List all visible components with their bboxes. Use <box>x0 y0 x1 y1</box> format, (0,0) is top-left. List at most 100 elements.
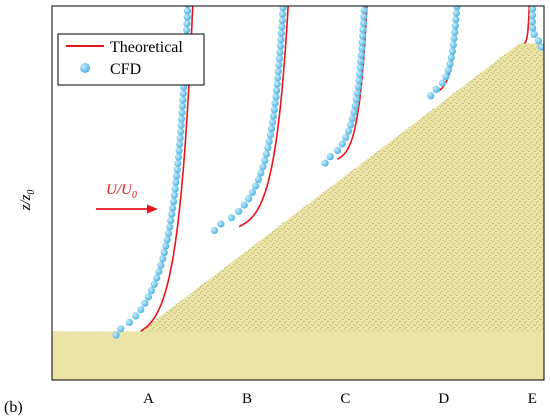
cfd-point-C <box>356 70 364 78</box>
cfd-point-C <box>326 153 334 161</box>
cfd-point-B <box>235 207 243 215</box>
cfd-point-D <box>451 22 459 30</box>
cfd-point-C <box>359 19 368 27</box>
cfd-point-A <box>179 96 187 104</box>
legend: Theoretical CFD <box>57 33 205 86</box>
tick-label-E: E <box>528 391 537 407</box>
cfd-point-E <box>528 18 537 26</box>
cfd-point-C <box>357 57 365 65</box>
cfd-point-A <box>160 248 168 257</box>
cfd-point-A <box>176 140 184 148</box>
cfd-point-A <box>178 102 187 110</box>
sand-dune-terrain <box>52 43 544 380</box>
cfd-point-B <box>261 156 269 165</box>
legend-cfd-swatch <box>80 63 90 73</box>
cfd-point-A <box>174 153 183 161</box>
cfd-point-B <box>254 175 263 184</box>
cfd-point-D <box>450 34 458 43</box>
cfd-point-B <box>279 10 287 18</box>
cfd-point-C <box>356 64 364 72</box>
cfd-point-D <box>452 15 460 24</box>
cfd-point-C <box>355 76 363 84</box>
tick-label-A: A <box>143 391 154 407</box>
cfd-point-A <box>159 255 167 263</box>
cfd-point-A <box>112 331 120 339</box>
cfd-point-B <box>275 55 284 63</box>
cfd-point-C <box>347 121 355 129</box>
cfd-point-D <box>453 6 461 11</box>
flat-ground <box>52 331 544 380</box>
cfd-point-D <box>442 73 450 81</box>
cfd-point-B <box>270 106 278 114</box>
cfd-point-A <box>137 306 145 314</box>
cfd-point-D <box>451 28 459 36</box>
cfd-point-A <box>170 198 178 206</box>
cfd-point-B <box>274 74 282 82</box>
cfd-point-C <box>359 32 367 40</box>
cfd-point-B <box>271 99 279 107</box>
cfd-point-C <box>342 134 350 142</box>
profile-B <box>210 6 289 234</box>
cfd-point-A <box>153 274 161 282</box>
cfd-point-B <box>240 201 248 209</box>
cfd-point-A <box>132 312 140 320</box>
theoretical-line-E <box>523 6 530 45</box>
cfd-point-A <box>171 185 179 193</box>
cfd-point-A <box>173 166 181 174</box>
cfd-point-D <box>446 60 454 68</box>
tick-label-C: C <box>340 391 350 407</box>
cfd-point-A <box>178 115 186 123</box>
cfd-point-B <box>277 29 285 37</box>
profile-E <box>523 6 544 51</box>
cfd-point-A <box>178 109 186 117</box>
cfd-point-E <box>529 6 537 13</box>
cfd-point-A <box>164 229 173 237</box>
cfd-point-A <box>144 293 152 301</box>
legend-cfd-label: CFD <box>110 61 141 78</box>
sand-dune <box>52 43 544 380</box>
cfd-point-B <box>268 118 277 126</box>
cfd-point-A <box>117 325 125 333</box>
cfd-point-C <box>360 6 368 15</box>
cfd-point-E <box>528 11 537 19</box>
cfd-point-A <box>173 172 181 180</box>
cfd-point-E <box>529 24 537 32</box>
cfd-point-C <box>344 127 353 135</box>
cfd-point-A <box>183 26 191 34</box>
cfd-point-B <box>266 131 274 139</box>
cfd-point-B <box>274 67 282 75</box>
cfd-point-A <box>183 7 192 15</box>
cfd-point-A <box>155 267 163 276</box>
legend-theoretical-label: Theoretical <box>110 39 183 56</box>
cfd-point-C <box>350 108 358 116</box>
station-tick-labels: A B C D E <box>143 391 537 407</box>
cfd-point-A <box>170 191 178 199</box>
cfd-point-B <box>272 93 280 101</box>
cfd-point-B <box>278 17 286 25</box>
cfd-point-B <box>277 36 285 44</box>
cfd-point-B <box>273 80 281 88</box>
cfd-point-C <box>348 115 356 123</box>
tick-label-D: D <box>438 391 449 407</box>
cfd-point-B <box>276 48 284 57</box>
cfd-point-C <box>352 95 360 104</box>
cfd-point-D <box>448 47 456 55</box>
cfd-point-B <box>275 61 283 69</box>
cfd-point-B <box>262 150 270 158</box>
cfd-point-A <box>147 287 156 295</box>
cfd-point-C <box>358 45 366 53</box>
cfd-point-C <box>359 26 367 34</box>
cfd-point-B <box>257 169 265 177</box>
cfd-point-A <box>125 318 133 326</box>
cfd-point-C <box>357 51 365 59</box>
cfd-point-C <box>338 140 346 148</box>
cfd-point-E <box>531 6 534 7</box>
cfd-point-B <box>217 220 225 228</box>
cfd-point-C <box>361 6 368 8</box>
cfd-point-A <box>174 159 182 168</box>
cfd-point-E <box>530 30 538 38</box>
cfd-point-D <box>447 54 455 62</box>
cfd-point-B <box>245 195 253 203</box>
cfd-point-A <box>166 223 174 231</box>
